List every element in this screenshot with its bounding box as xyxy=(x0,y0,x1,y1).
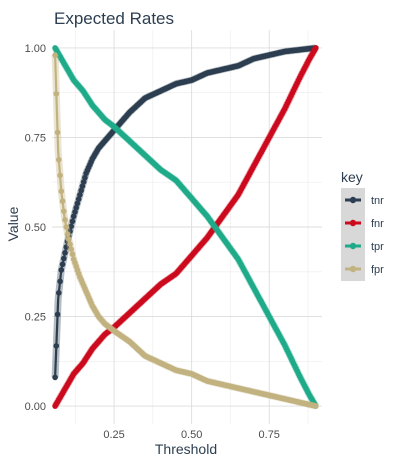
data-point-tnr xyxy=(52,374,58,381)
legend-label-tnr: tnr xyxy=(371,195,384,207)
legend: key tnr fnr tpr fpr xyxy=(341,169,384,281)
y-axis-ticks: 0.00 0.25 0.50 0.75 1.00 xyxy=(25,43,46,413)
x-tick-label: 0.25 xyxy=(103,429,124,441)
y-tick-label: 0.75 xyxy=(25,132,46,144)
y-tick-label: 0.25 xyxy=(25,312,46,324)
legend-label-tpr: tpr xyxy=(371,241,384,253)
legend-key-point-fnr xyxy=(349,219,357,227)
legend-key-point-fpr xyxy=(349,265,357,273)
series-line-fnr xyxy=(54,47,317,407)
legend-label-fpr: fpr xyxy=(371,264,384,276)
series-line-tpr xyxy=(54,47,317,407)
series-tpr xyxy=(52,45,319,409)
data-series xyxy=(51,44,319,410)
legend-key-background xyxy=(341,188,365,281)
grid-lines xyxy=(52,30,322,424)
chart-title: Expected Rates xyxy=(54,9,174,28)
x-axis-ticks: 0.25 0.50 0.75 xyxy=(103,429,280,441)
x-tick-label: 0.50 xyxy=(181,429,202,441)
legend-label-fnr: fnr xyxy=(371,218,384,230)
y-tick-label: 1.00 xyxy=(25,43,46,55)
y-tick-label: 0.50 xyxy=(25,222,46,234)
series-fpr xyxy=(51,52,319,410)
series-line-fpr xyxy=(54,55,317,408)
legend-title: key xyxy=(341,169,363,185)
legend-key-point-tpr xyxy=(349,242,357,250)
x-tick-label: 0.75 xyxy=(259,429,280,441)
x-axis-label: Threshold xyxy=(155,441,217,457)
series-fnr xyxy=(52,45,319,409)
y-tick-label: 0.00 xyxy=(25,401,46,413)
y-axis-label: Value xyxy=(5,206,21,241)
legend-key-point-tnr xyxy=(349,196,357,204)
